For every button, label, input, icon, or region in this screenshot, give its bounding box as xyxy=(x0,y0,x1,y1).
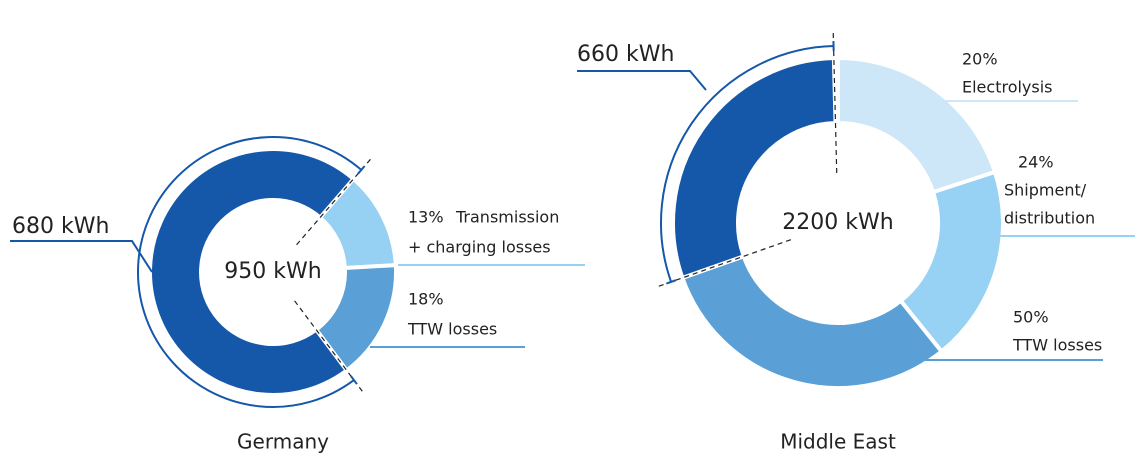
segment-percent: 20% xyxy=(962,50,998,69)
donut-segment xyxy=(671,56,838,281)
bracket-tick xyxy=(357,165,366,175)
divider xyxy=(655,239,792,288)
divider xyxy=(294,300,364,394)
segment-percent: 50% xyxy=(1013,308,1049,327)
divider xyxy=(832,30,838,174)
segment-percent: 13% xyxy=(408,208,444,227)
segment-label: TTW losses xyxy=(1012,336,1102,355)
chart-title: Germany xyxy=(237,430,329,454)
remaining-label: 680 kWh xyxy=(12,214,109,239)
segment-label: TTW losses xyxy=(407,320,497,339)
segment-label: Electrolysis xyxy=(962,78,1053,97)
remaining-bracket xyxy=(137,136,362,408)
segment-label: distribution xyxy=(1004,209,1095,228)
divider xyxy=(296,157,373,246)
segment-label: Shipment/ xyxy=(1004,181,1087,200)
donut-segment xyxy=(148,147,357,397)
bracket-tick xyxy=(350,375,358,385)
remaining-label: 660 kWh xyxy=(577,42,674,67)
remaining-leader xyxy=(577,70,707,91)
segment-percent: 18% xyxy=(408,290,444,309)
segment-label: Transmission xyxy=(455,208,559,227)
remaining-leader xyxy=(10,240,153,273)
total-label: 2200 kWh xyxy=(782,210,893,235)
segment-percent: 24% xyxy=(1018,153,1054,172)
segment-label: + charging losses xyxy=(408,238,551,257)
remaining-bracket xyxy=(660,45,834,283)
bracket-tick xyxy=(666,279,677,285)
total-label: 950 kWh xyxy=(224,259,321,284)
chart-title: Middle East xyxy=(780,430,896,454)
donut-segment xyxy=(679,253,945,390)
